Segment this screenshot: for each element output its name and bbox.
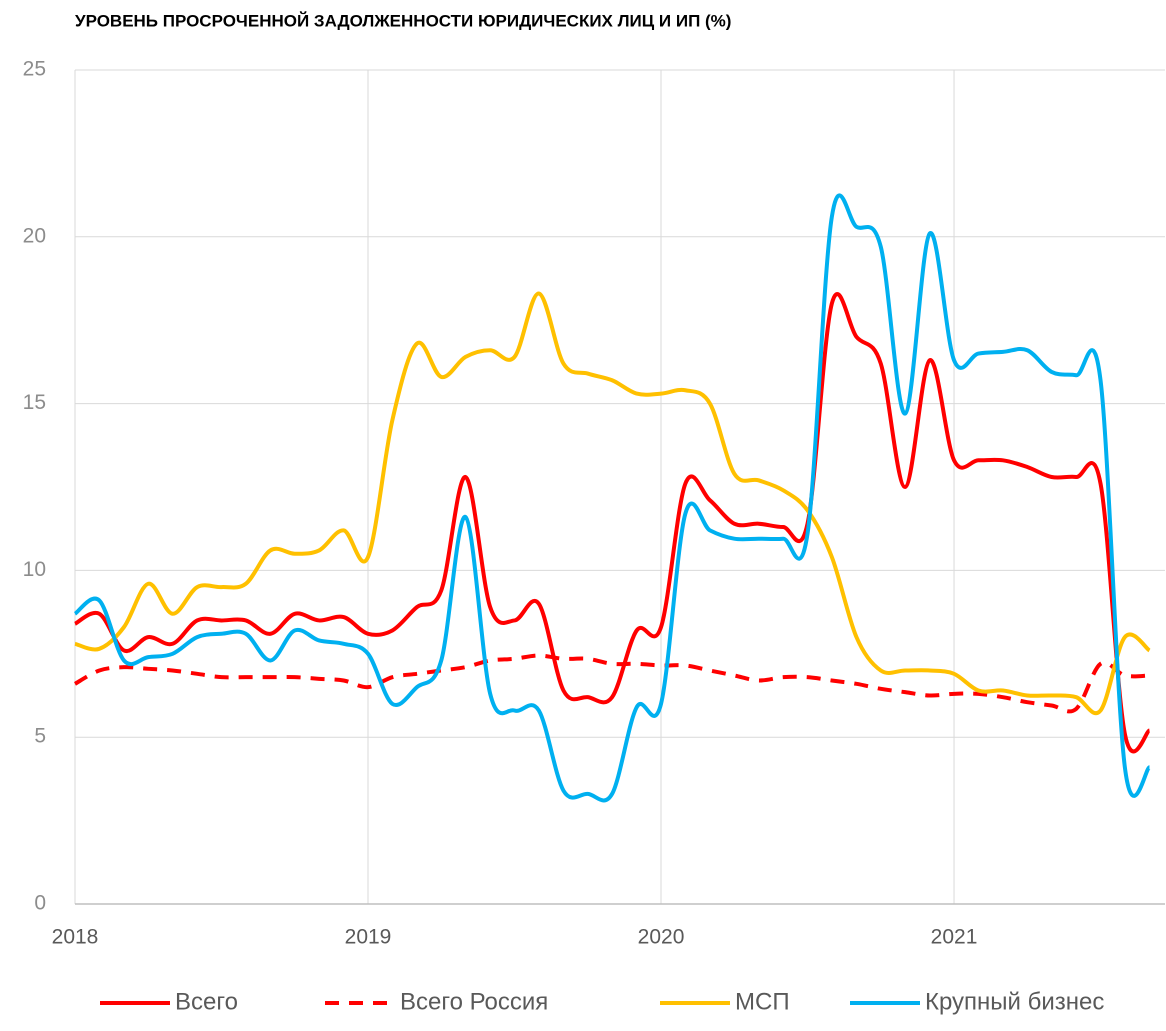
legend-label: МСП xyxy=(735,988,790,1015)
x-tick-label: 2020 xyxy=(638,926,685,949)
series-line xyxy=(74,653,1150,714)
x-tick-label: 2018 xyxy=(52,926,99,949)
y-tick-label: 20 xyxy=(23,224,46,247)
x-tick-label: 2019 xyxy=(345,926,392,949)
y-tick-label: 5 xyxy=(34,725,46,748)
y-tick-label: 10 xyxy=(23,558,46,581)
series-line xyxy=(73,193,1152,803)
y-tick-label: 0 xyxy=(34,892,46,915)
series-line xyxy=(74,292,1151,754)
chart-title: УРОВЕНЬ ПРОСРОЧЕННОЙ ЗАДОЛЖЕННОСТИ ЮРИДИ… xyxy=(75,11,731,30)
legend-label: Всего xyxy=(175,988,238,1015)
series-line xyxy=(74,291,1151,716)
y-tick-label: 15 xyxy=(23,391,46,414)
x-tick-label: 2021 xyxy=(931,926,978,949)
legend-label: Крупный бизнес xyxy=(925,988,1104,1015)
legend-label: Всего Россия xyxy=(400,988,548,1015)
y-tick-label: 25 xyxy=(23,58,46,81)
